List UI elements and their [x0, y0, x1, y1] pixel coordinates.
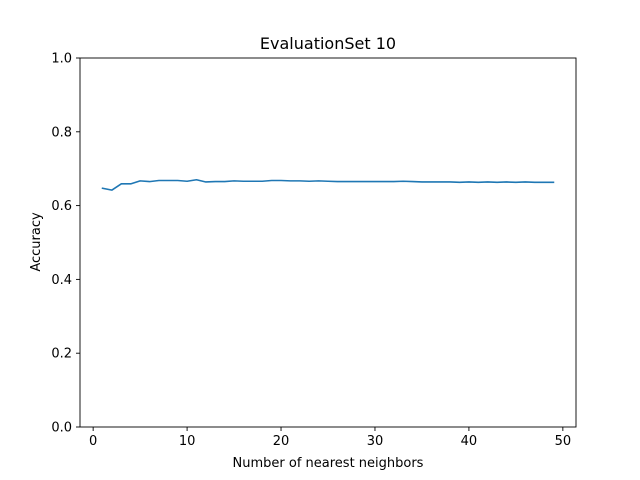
y-tick-label: 0.4 — [51, 273, 72, 288]
y-axis-label: Accuracy — [29, 212, 44, 272]
y-tick-label: 0.6 — [51, 199, 72, 214]
y-tick-label: 1.0 — [51, 52, 72, 67]
series-line-0 — [101, 178, 555, 191]
x-tick-label: 50 — [555, 434, 572, 449]
x-tick-label: 0 — [89, 434, 97, 449]
y-tick-label: 0.0 — [51, 421, 72, 436]
plot-frame — [79, 57, 577, 428]
x-axis-label: Number of nearest neighbors — [233, 456, 424, 471]
chart-title: EvaluationSet 10 — [260, 34, 396, 53]
x-tick-label: 40 — [461, 434, 478, 449]
plot-area — [79, 57, 577, 428]
x-tick-label: 20 — [273, 434, 290, 449]
x-tick-label: 30 — [367, 434, 384, 449]
x-axis: 0 10 20 30 40 50 — [89, 427, 571, 449]
y-tick-label: 0.2 — [51, 347, 72, 362]
y-tick-label: 0.8 — [51, 125, 72, 140]
x-tick-label: 10 — [179, 434, 196, 449]
y-axis: 0.0 0.2 0.4 0.6 0.8 1.0 — [51, 52, 80, 436]
